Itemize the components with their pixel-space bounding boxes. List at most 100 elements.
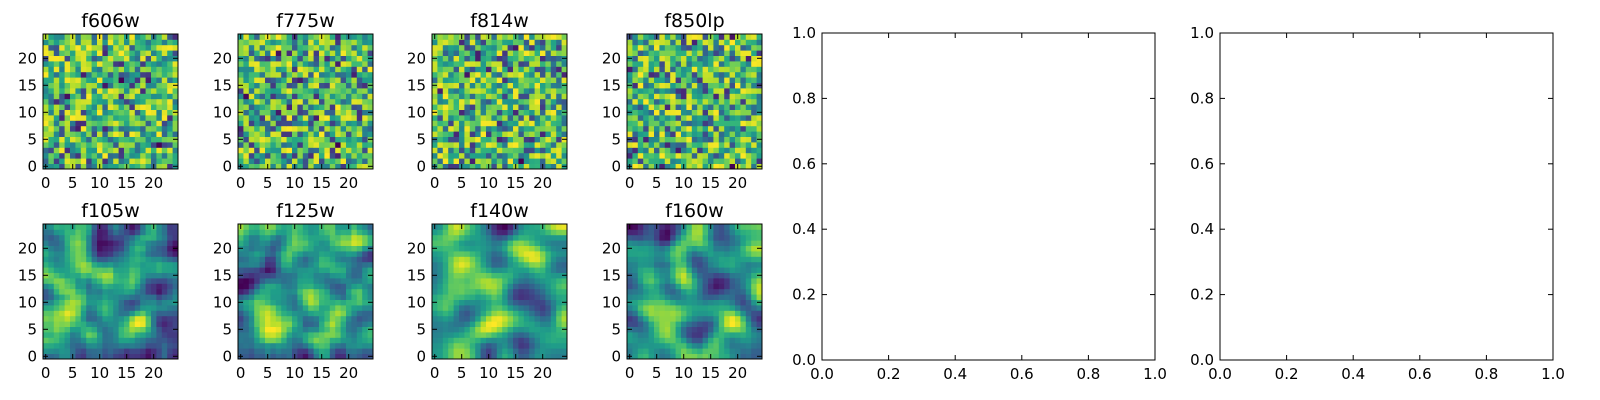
heatmap-cell: [659, 115, 666, 121]
heatmap-cell: [335, 34, 341, 40]
heatmap-cell: [529, 240, 535, 246]
heatmap-cell: [550, 288, 557, 295]
heatmap-cell: [351, 353, 358, 360]
heatmap-cell: [654, 315, 660, 322]
heatmap-cell: [243, 288, 250, 295]
heatmap-cell: [561, 158, 568, 164]
heatmap-cell: [659, 104, 666, 110]
heatmap-cell: [632, 348, 639, 354]
heatmap-cell: [292, 109, 298, 116]
heatmap-cell: [270, 147, 277, 154]
heatmap-cell: [681, 310, 687, 317]
heatmap-cell: [453, 125, 460, 132]
heatmap-cell: [659, 125, 666, 132]
heatmap-cell: [259, 245, 266, 252]
heatmap-cell: [453, 152, 460, 159]
heatmap-cell: [708, 125, 714, 132]
heatmap-cell: [751, 315, 757, 322]
heatmap-cell: [356, 66, 363, 73]
heatmap-cell: [675, 115, 682, 121]
heatmap-cell: [648, 136, 655, 143]
heatmap-cell: [686, 278, 693, 284]
heatmap-cell: [507, 82, 514, 89]
heatmap-cell: [534, 224, 541, 230]
heatmap-cell: [724, 50, 730, 56]
heatmap-cell: [270, 163, 277, 170]
heatmap-cell: [496, 39, 503, 46]
heatmap-cell: [129, 152, 136, 159]
heatmap-cell: [254, 77, 260, 83]
heatmap-cell: [367, 147, 374, 154]
heatmap-cell: [724, 93, 730, 100]
heatmap-cell: [297, 299, 304, 306]
heatmap-cell: [740, 109, 747, 116]
heatmap-cell: [297, 261, 304, 268]
heatmap-cell: [151, 245, 157, 252]
heatmap-cell: [534, 77, 541, 83]
heatmap-cell: [238, 50, 244, 56]
heatmap-cell: [48, 251, 55, 257]
heatmap-cell: [313, 136, 320, 143]
heatmap-cell: [167, 251, 173, 257]
heatmap-cell: [664, 332, 671, 338]
heatmap-cell: [254, 278, 260, 284]
heatmap-cell: [486, 315, 492, 322]
heatmap-cell: [70, 115, 76, 121]
heatmap-cell: [286, 71, 293, 78]
heatmap-cell: [140, 305, 146, 311]
heatmap-cell: [675, 283, 682, 290]
heatmap-cell: [648, 50, 655, 56]
heatmap-cell: [453, 93, 460, 100]
heatmap-cell: [151, 326, 157, 333]
heatmap-cell: [243, 305, 250, 311]
heatmap-cell: [496, 326, 503, 333]
heatmap-cell: [248, 353, 255, 360]
heatmap-cell: [313, 283, 320, 290]
heatmap-cell: [756, 71, 763, 78]
heatmap-cell: [102, 104, 109, 110]
heatmap-cell: [297, 251, 304, 257]
heatmap-cells: [432, 224, 568, 360]
heatmap-cell: [340, 55, 347, 62]
heatmap-cell: [53, 305, 60, 311]
heatmap-cell: [161, 44, 168, 51]
heatmap-cell: [324, 39, 331, 46]
heatmap-cell: [654, 39, 660, 46]
heatmap-cell: [697, 131, 703, 137]
heatmap-cell: [286, 152, 293, 159]
heatmap-cell: [124, 39, 130, 46]
heatmap-cell: [281, 120, 287, 127]
heatmap-cell: [453, 348, 460, 354]
heatmap-cell: [91, 272, 98, 279]
heatmap-cell: [265, 71, 271, 78]
heatmap-cell: [86, 109, 92, 116]
heatmap-cell: [238, 66, 244, 73]
heatmap-cell: [167, 234, 173, 241]
heatmap-cell: [751, 104, 757, 110]
heatmap-cell: [724, 104, 730, 110]
heatmap-cell: [356, 310, 363, 317]
heatmap-cell: [254, 321, 260, 327]
heatmap-cell: [491, 77, 498, 83]
heatmap-cell: [254, 245, 260, 252]
heatmap-cell: [145, 256, 152, 263]
heatmap-cell: [681, 152, 687, 159]
heatmap-cell: [518, 315, 525, 322]
heatmap-cell: [675, 152, 682, 159]
heatmap-cell: [654, 71, 660, 78]
heatmap-cell: [751, 342, 757, 349]
heatmap-cell: [319, 93, 325, 100]
heatmap-cell: [302, 34, 309, 40]
heatmap-cell: [724, 55, 730, 62]
heatmap-cell: [724, 120, 730, 127]
heatmap-cell: [648, 321, 655, 327]
heatmap-cell: [513, 240, 519, 246]
heatmap-cell: [713, 104, 720, 110]
heatmap-cell: [313, 120, 320, 127]
axis-xtick-label: 0: [236, 174, 246, 192]
heatmap-cell: [356, 163, 363, 170]
heatmap-cell: [48, 261, 55, 268]
heatmap-cell: [275, 125, 282, 132]
heatmap-cell: [529, 142, 535, 148]
heatmap-cell: [718, 120, 725, 127]
